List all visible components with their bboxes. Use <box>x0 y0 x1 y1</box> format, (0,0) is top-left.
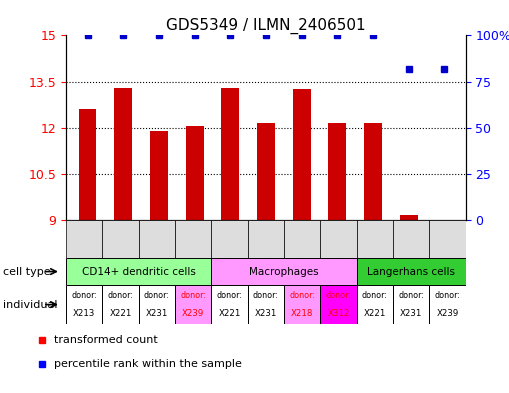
Text: X231: X231 <box>146 309 168 318</box>
Bar <box>284 285 321 324</box>
Bar <box>186 126 204 220</box>
Text: Langerhans cells: Langerhans cells <box>367 266 455 277</box>
Text: X231: X231 <box>400 309 422 318</box>
Bar <box>393 285 430 324</box>
Bar <box>357 220 393 258</box>
Bar <box>211 285 248 324</box>
Bar <box>321 220 357 258</box>
Text: donor:: donor: <box>71 292 97 300</box>
Bar <box>102 220 139 258</box>
Text: X239: X239 <box>436 309 459 318</box>
Bar <box>115 88 132 220</box>
Text: percentile rank within the sample: percentile rank within the sample <box>54 358 242 369</box>
Bar <box>139 220 175 258</box>
Text: X213: X213 <box>73 309 96 318</box>
Bar <box>357 285 393 324</box>
Bar <box>257 123 275 220</box>
Bar <box>79 109 97 220</box>
Bar <box>357 258 466 285</box>
Bar <box>328 123 346 220</box>
Text: donor:: donor: <box>398 292 424 300</box>
Title: GDS5349 / ILMN_2406501: GDS5349 / ILMN_2406501 <box>166 18 366 34</box>
Text: donor:: donor: <box>217 292 243 300</box>
Bar <box>248 220 284 258</box>
Text: donor:: donor: <box>362 292 388 300</box>
Text: X239: X239 <box>182 309 205 318</box>
Bar <box>400 215 417 220</box>
Text: X221: X221 <box>218 309 241 318</box>
Bar <box>393 220 430 258</box>
Text: donor:: donor: <box>108 292 134 300</box>
Bar <box>139 285 175 324</box>
Bar <box>150 131 168 220</box>
Text: CD14+ dendritic cells: CD14+ dendritic cells <box>82 266 196 277</box>
Bar <box>211 258 357 285</box>
Text: X221: X221 <box>364 309 386 318</box>
Text: donor:: donor: <box>144 292 170 300</box>
Text: donor:: donor: <box>326 292 352 300</box>
Bar <box>175 285 211 324</box>
Text: donor:: donor: <box>253 292 279 300</box>
Bar <box>321 285 357 324</box>
Text: cell type: cell type <box>3 266 50 277</box>
Text: X312: X312 <box>327 309 350 318</box>
Bar <box>284 220 321 258</box>
Bar <box>66 285 102 324</box>
Text: Macrophages: Macrophages <box>249 266 319 277</box>
Bar <box>293 89 310 220</box>
Bar <box>211 220 248 258</box>
Bar <box>430 285 466 324</box>
Bar <box>66 258 211 285</box>
Bar <box>364 123 382 220</box>
Text: donor:: donor: <box>180 292 206 300</box>
Text: X231: X231 <box>255 309 277 318</box>
Text: donor:: donor: <box>435 292 461 300</box>
Bar <box>221 88 239 220</box>
Bar <box>248 285 284 324</box>
Text: individual: individual <box>3 299 57 310</box>
Bar <box>102 285 139 324</box>
Text: donor:: donor: <box>289 292 315 300</box>
Text: X221: X221 <box>109 309 132 318</box>
Text: transformed count: transformed count <box>54 335 158 345</box>
Bar <box>66 220 102 258</box>
Bar <box>175 220 211 258</box>
Bar <box>430 220 466 258</box>
Text: X218: X218 <box>291 309 314 318</box>
